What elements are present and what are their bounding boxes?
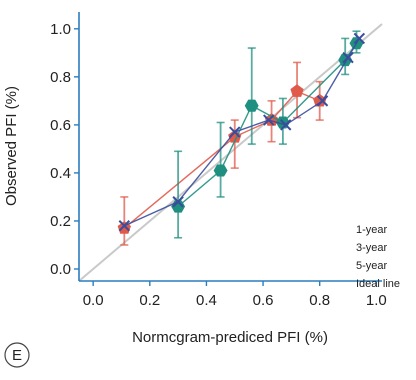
legend-label-ideal-line: Ideal line (356, 278, 400, 290)
x-tick-label-3: 0.6 (253, 292, 274, 309)
series-5-year-point-6 (342, 51, 354, 64)
y-axis-title: Observed PFI (%) (3, 86, 20, 206)
series-5-year-point-3 (263, 114, 275, 126)
series-5-year-point-1-stroke-b (172, 196, 184, 208)
y-tick-label-5: 1.0 (50, 21, 71, 38)
series-5-year-point-4 (280, 119, 292, 131)
legend-label-1-year: 1-year (356, 224, 388, 236)
ideal-line (78, 23, 383, 282)
x-tick-label-5: 1.0 (366, 292, 387, 309)
series-5-year-point-0 (118, 220, 131, 232)
panel-label-circle (4, 342, 30, 368)
x-axis-title: Normcgram-prediced PFI (%) (132, 329, 328, 346)
y-tick-label-2: 0.4 (50, 165, 71, 182)
y-tick-label-1: 0.2 (50, 213, 71, 230)
y-tick-label-0: 0.0 (50, 261, 71, 278)
series-5-year-point-0-stroke-b (118, 220, 131, 232)
series-5-year-point-1 (172, 196, 184, 208)
series-5-year-point-7 (353, 32, 366, 45)
series-3-year-point-2 (244, 99, 259, 112)
series-5-year-point-6-stroke-b (342, 51, 354, 64)
series-5-year-line (124, 38, 360, 227)
panel-label: E (12, 347, 22, 364)
series-5-year-point-5-stroke-b (316, 95, 329, 107)
x-tick-label-0: 0.0 (83, 292, 104, 309)
series-5-year-point-3-stroke-b (263, 114, 275, 126)
series-5-year-point-2 (229, 126, 241, 138)
legend: 1-year 3-year 5-year Ideal line (356, 224, 400, 290)
series-5-year-point-7-stroke-b (353, 32, 366, 45)
series-5-year (118, 32, 366, 232)
series-5-year-point-4-stroke-b (280, 119, 292, 131)
series-3-year (171, 30, 364, 239)
y-tick-label-4: 0.8 (50, 69, 71, 86)
series-1-year (117, 61, 327, 246)
x-tick-label-4: 0.8 (309, 292, 330, 309)
legend-label-3-year: 3-year (356, 242, 388, 254)
series-1-year-point-3 (290, 84, 304, 97)
x-tick-label-1: 0.2 (139, 292, 160, 309)
series-5-year-point-5 (316, 95, 329, 107)
series-3-year-point-1 (213, 164, 228, 177)
series-layer (117, 30, 366, 246)
y-tick-label-3: 0.6 (50, 117, 71, 134)
x-tick-label-2: 0.4 (196, 292, 217, 309)
ideal-line-layer (78, 23, 383, 282)
axis-ticks: 0.0 0.2 0.4 0.6 0.8 1.0 0.0 0.2 0.4 0.6 0.8 1.0 (50, 21, 387, 309)
series-5-year-point-2-stroke-b (229, 126, 241, 138)
legend-label-5-year: 5-year (356, 260, 388, 272)
